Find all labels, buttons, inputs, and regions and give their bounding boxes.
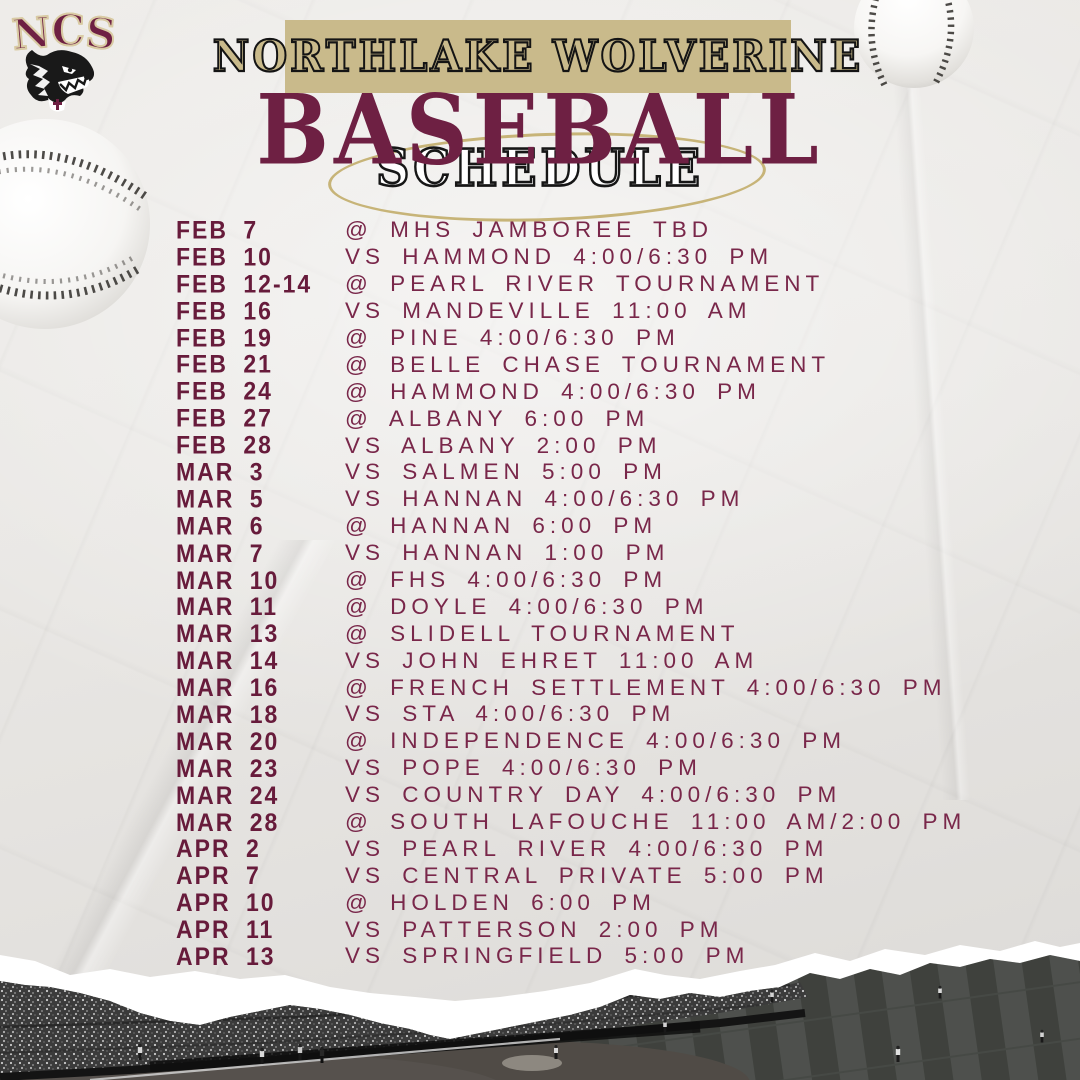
schedule-date: MAR 18 (176, 699, 280, 729)
schedule-row: FEB 12-14 @ PEARL RIVER TOURNAMENT (176, 269, 1056, 298)
schedule-date: APR 7 (176, 860, 261, 890)
schedule-date: APR 10 (176, 887, 276, 917)
schedule-row: MAR 28 @ SOUTH LAFOUCHE 11:00 AM/2:00 PM (176, 807, 1056, 836)
schedule-detail: VS MANDEVILLE 11:00 AM (345, 298, 752, 324)
baseball-image-top-right (854, 0, 974, 88)
schedule-row: MAR 11 @ DOYLE 4:00/6:30 PM (176, 592, 1056, 621)
schedule-date: MAR 24 (176, 780, 280, 809)
schedule-date: FEB 27 (176, 403, 273, 433)
schedule-detail: @ HANNAN 6:00 PM (345, 513, 658, 539)
schedule-detail: VS SALMEN 5:00 PM (345, 459, 667, 485)
schedule-row: MAR 24 VS COUNTRY DAY 4:00/6:30 PM (176, 780, 1056, 809)
schedule-date: FEB 28 (176, 430, 273, 460)
schedule-date: FEB 12-14 (176, 269, 313, 298)
schedule-row: APR 13 VS SPRINGFIELD 5:00 PM (176, 941, 1056, 971)
schedule-row: MAR 14 VS JOHN EHRET 11:00 AM (176, 645, 1056, 675)
schedule-detail: VS PATTERSON 2:00 PM (345, 916, 724, 942)
schedule-list: FEB 7 @ MHS JAMBOREE TBD FEB 10 VS HAMMO… (176, 215, 1056, 971)
schedule-detail: VS HANNAN 4:00/6:30 PM (345, 486, 745, 512)
schedule-detail: VS SPRINGFIELD 5:00 PM (345, 943, 750, 969)
schedule-detail: @ INDEPENDENCE 4:00/6:30 PM (345, 728, 846, 754)
wolverine-mascot-icon (25, 50, 95, 112)
schedule-date: MAR 10 (176, 565, 280, 594)
schedule-detail: @ BELLE CHASE TOURNAMENT (345, 351, 831, 377)
schedule-detail: VS HANNAN 1:00 PM (345, 540, 670, 566)
schedule-detail: @ DOYLE 4:00/6:30 PM (345, 593, 709, 619)
schedule-date: FEB 10 (176, 242, 273, 272)
schedule-date: MAR 7 (176, 538, 265, 567)
schedule-row: MAR 3 VS SALMEN 5:00 PM (176, 457, 1056, 487)
schedule-detail: @ PEARL RIVER TOURNAMENT (345, 271, 825, 297)
schedule-detail: @ ALBANY 6:00 PM (345, 405, 650, 431)
schedule-row: MAR 7 VS HANNAN 1:00 PM (176, 538, 1056, 567)
schedule-detail: VS HAMMOND 4:00/6:30 PM (345, 244, 774, 270)
schedule-date: MAR 5 (176, 484, 265, 514)
schedule-row: MAR 5 VS HANNAN 4:00/6:30 PM (176, 484, 1056, 514)
schedule-row: MAR 6 @ HANNAN 6:00 PM (176, 511, 1056, 540)
schedule-row: MAR 10 @ FHS 4:00/6:30 PM (176, 565, 1056, 594)
schedule-row: APR 7 VS CENTRAL PRIVATE 5:00 PM (176, 860, 1056, 890)
schedule-detail: @ MHS JAMBOREE TBD (345, 217, 713, 243)
schedule-detail: VS STA 4:00/6:30 PM (345, 701, 676, 727)
schedule-detail: VS PEARL RIVER 4:00/6:30 PM (345, 835, 829, 861)
schedule-row: MAR 23 VS POPE 4:00/6:30 PM (176, 753, 1056, 783)
schedule-date: MAR 20 (176, 726, 280, 756)
schedule-detail: @ PINE 4:00/6:30 PM (345, 325, 680, 350)
schedule-detail: VS CENTRAL PRIVATE 5:00 PM (345, 862, 829, 888)
schedule-detail: @ HAMMOND 4:00/6:30 PM (345, 378, 761, 404)
schedule-date: MAR 6 (176, 511, 265, 540)
schedule-row: FEB 19 @ PINE 4:00/6:30 PM (176, 323, 1056, 352)
schedule-date: MAR 13 (176, 618, 280, 648)
schedule-row: APR 10 @ HOLDEN 6:00 PM (176, 887, 1056, 917)
schedule-row: FEB 24 @ HAMMOND 4:00/6:30 PM (176, 376, 1056, 406)
schedule-date: MAR 23 (176, 753, 280, 783)
schedule-row: MAR 18 VS STA 4:00/6:30 PM (176, 699, 1056, 729)
schedule-row: MAR 20 @ INDEPENDENCE 4:00/6:30 PM (176, 726, 1056, 756)
schedule-date: FEB 16 (176, 296, 273, 325)
schedule-row: APR 2 VS PEARL RIVER 4:00/6:30 PM (176, 834, 1056, 863)
schedule-row: FEB 28 VS ALBANY 2:00 PM (176, 430, 1056, 460)
schedule-date: MAR 16 (176, 672, 280, 702)
schedule-date: MAR 14 (176, 645, 280, 675)
schedule-detail: VS COUNTRY DAY 4:00/6:30 PM (345, 782, 842, 808)
schedule-date: FEB 21 (176, 350, 273, 379)
schedule-date: FEB 24 (176, 376, 273, 406)
logo-letter: C (50, 5, 86, 56)
schedule-row: FEB 21 @ BELLE CHASE TOURNAMENT (176, 350, 1056, 379)
schedule-detail: @ HOLDEN 6:00 PM (345, 889, 656, 915)
schedule-date: APR 11 (176, 914, 275, 944)
header-banner: NORTHLAKE WOLVERINE (212, 20, 861, 93)
poster-subtitle: SCHEDULE (375, 137, 704, 199)
schedule-detail: @ SOUTH LAFOUCHE 11:00 AM/2:00 PM (345, 809, 967, 835)
schedule-row: APR 11 VS PATTERSON 2:00 PM (176, 914, 1056, 944)
schedule-date: APR 2 (176, 834, 261, 863)
schedule-detail: VS JOHN EHRET 11:00 AM (345, 647, 759, 673)
schedule-detail: VS POPE 4:00/6:30 PM (345, 755, 702, 781)
team-name: NORTHLAKE WOLVERINE (212, 30, 864, 83)
schedule-detail: @ FHS 4:00/6:30 PM (345, 567, 668, 593)
schedule-row: FEB 7 @ MHS JAMBOREE TBD (176, 215, 1056, 245)
schedule-row: FEB 16 VS MANDEVILLE 11:00 AM (176, 296, 1056, 325)
schedule-date: MAR 28 (176, 807, 280, 836)
schedule-date: APR 13 (176, 941, 276, 971)
baseball-image-left (0, 119, 151, 329)
schedule-row: MAR 16 @ FRENCH SETTLEMENT 4:00/6:30 PM (176, 672, 1056, 702)
stadium-photo-footer (0, 941, 1080, 1080)
schedule-row: MAR 13 @ SLIDELL TOURNAMENT (176, 618, 1056, 648)
schedule-date: MAR 11 (176, 592, 279, 621)
torn-paper-edge (0, 941, 1080, 1039)
poster-title: BASEBALL (256, 74, 824, 188)
schedule-detail: @ FRENCH SETTLEMENT 4:00/6:30 PM (345, 674, 947, 700)
schedule-date: FEB 7 (176, 215, 259, 245)
schedule-date: MAR 3 (176, 457, 265, 487)
schedule-row: FEB 10 VS HAMMOND 4:00/6:30 PM (176, 242, 1056, 272)
schedule-detail: @ SLIDELL TOURNAMENT (345, 620, 740, 646)
schedule-date: FEB 19 (176, 323, 273, 352)
schedule-row: FEB 27 @ ALBANY 6:00 PM (176, 403, 1056, 433)
schedule-detail: VS ALBANY 2:00 PM (345, 432, 662, 458)
